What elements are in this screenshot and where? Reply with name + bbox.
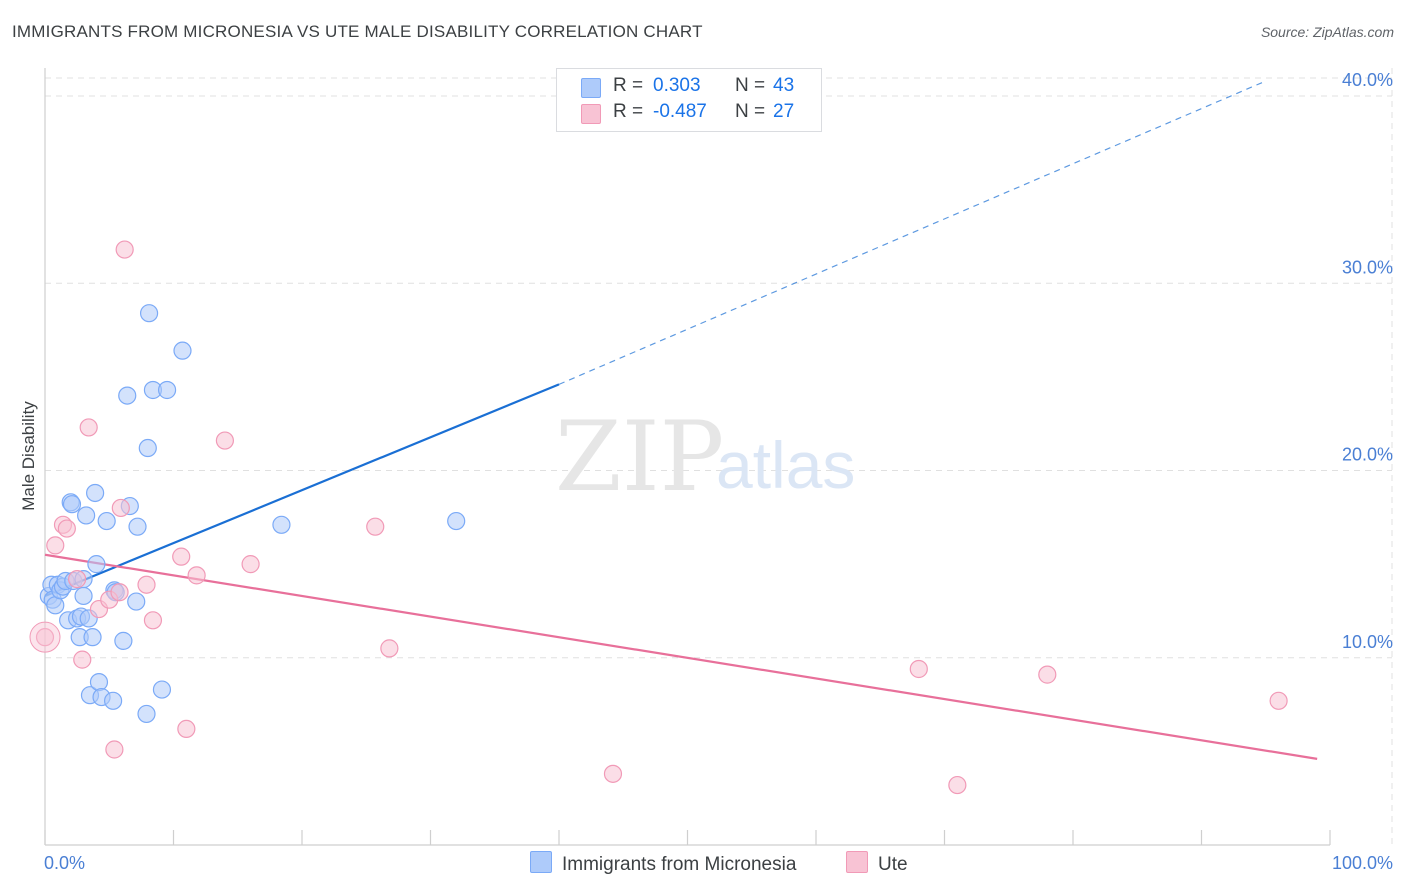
point-ute <box>172 547 191 566</box>
point-ute <box>46 536 65 555</box>
point-micronesia <box>97 511 116 531</box>
point-micronesia <box>137 704 156 724</box>
point-micronesia <box>104 691 123 710</box>
source-label: Source: ZipAtlas.com <box>1260 24 1394 40</box>
n-value: 27 <box>773 101 795 122</box>
point-ute <box>110 583 129 602</box>
r-value: 0.303 <box>653 75 701 96</box>
point-ute <box>73 650 92 669</box>
point-micronesia <box>62 495 82 514</box>
point-micronesia <box>77 506 96 525</box>
r-label: R = <box>613 75 644 96</box>
point-micronesia <box>74 586 93 606</box>
point-ute <box>603 764 623 783</box>
stats-legend: R = 0.303 N = 43 R = -0.487 N = 27 <box>556 68 822 132</box>
watermark: ZIP atlas <box>555 401 855 513</box>
y-tick-label: 40.0% <box>1342 70 1393 90</box>
point-micronesia <box>118 386 137 405</box>
trend-lines <box>44 80 1318 760</box>
pink-swatch <box>581 104 601 124</box>
blue-swatch <box>581 78 601 98</box>
legend-label: Immigrants from Micronesia <box>562 854 797 875</box>
point-ute <box>79 418 98 437</box>
n-value: 43 <box>773 75 795 96</box>
point-micronesia <box>89 672 109 692</box>
watermark-atlas: atlas <box>716 428 855 502</box>
point-ute <box>137 575 156 594</box>
point-micronesia <box>173 341 192 360</box>
point-micronesia <box>152 680 172 699</box>
point-ute <box>105 740 124 759</box>
point-micronesia <box>127 592 146 611</box>
point-micronesia <box>86 483 105 503</box>
point-micronesia <box>272 515 291 534</box>
chart-title: IMMIGRANTS FROM MICRONESIA VS UTE MALE D… <box>12 22 703 41</box>
x-tick-label: 0.0% <box>44 853 85 873</box>
point-ute <box>215 431 234 450</box>
r-value: -0.487 <box>653 101 707 122</box>
point-ute <box>187 566 206 585</box>
y-tick-label: 20.0% <box>1342 445 1393 465</box>
y-tick-label: 30.0% <box>1342 257 1393 277</box>
legend-item-ute[interactable]: Ute <box>846 851 908 876</box>
n-label: N = <box>735 75 766 96</box>
x-tick-label: 100.0% <box>1332 853 1393 873</box>
point-micronesia <box>138 438 157 458</box>
grid-lines <box>45 68 1393 845</box>
point-ute-cluster <box>29 621 61 653</box>
point-micronesia <box>114 631 133 650</box>
point-ute <box>366 517 385 536</box>
pink-swatch <box>846 851 868 873</box>
trend-line-micronesia-projection <box>558 80 1266 385</box>
blue-swatch <box>530 851 552 873</box>
trend-line-ute <box>44 553 1318 760</box>
point-ute <box>111 498 130 518</box>
point-ute <box>57 519 76 538</box>
point-micronesia <box>157 380 177 400</box>
point-ute <box>380 639 399 658</box>
point-ute <box>115 240 134 259</box>
n-label: N = <box>735 101 766 122</box>
point-ute <box>177 719 196 739</box>
y-axis-label: Male Disability <box>19 401 38 511</box>
point-ute <box>1269 691 1288 710</box>
point-micronesia <box>447 511 466 531</box>
point-micronesia <box>139 304 159 323</box>
trend-line-micronesia <box>44 383 560 597</box>
point-ute <box>143 611 163 630</box>
y-tick-label: 10.0% <box>1342 632 1393 652</box>
legend-label: Ute <box>878 854 908 875</box>
point-micronesia <box>87 555 106 574</box>
legend-item-micronesia[interactable]: Immigrants from Micronesia <box>530 851 796 876</box>
axes <box>44 68 1331 846</box>
point-ute <box>1038 665 1057 684</box>
point-micronesia <box>83 628 102 647</box>
point-ute <box>68 570 87 589</box>
data-points <box>29 240 1288 795</box>
point-ute <box>909 659 928 679</box>
point-micronesia <box>128 517 147 536</box>
tick-labels: 10.0% 20.0% 30.0% 40.0% 0.0% 100.0% <box>44 70 1393 873</box>
point-ute <box>241 555 260 574</box>
point-ute <box>948 775 967 795</box>
point-ute <box>35 628 55 647</box>
r-label: R = <box>613 101 644 122</box>
watermark-zip: ZIP <box>555 401 724 513</box>
